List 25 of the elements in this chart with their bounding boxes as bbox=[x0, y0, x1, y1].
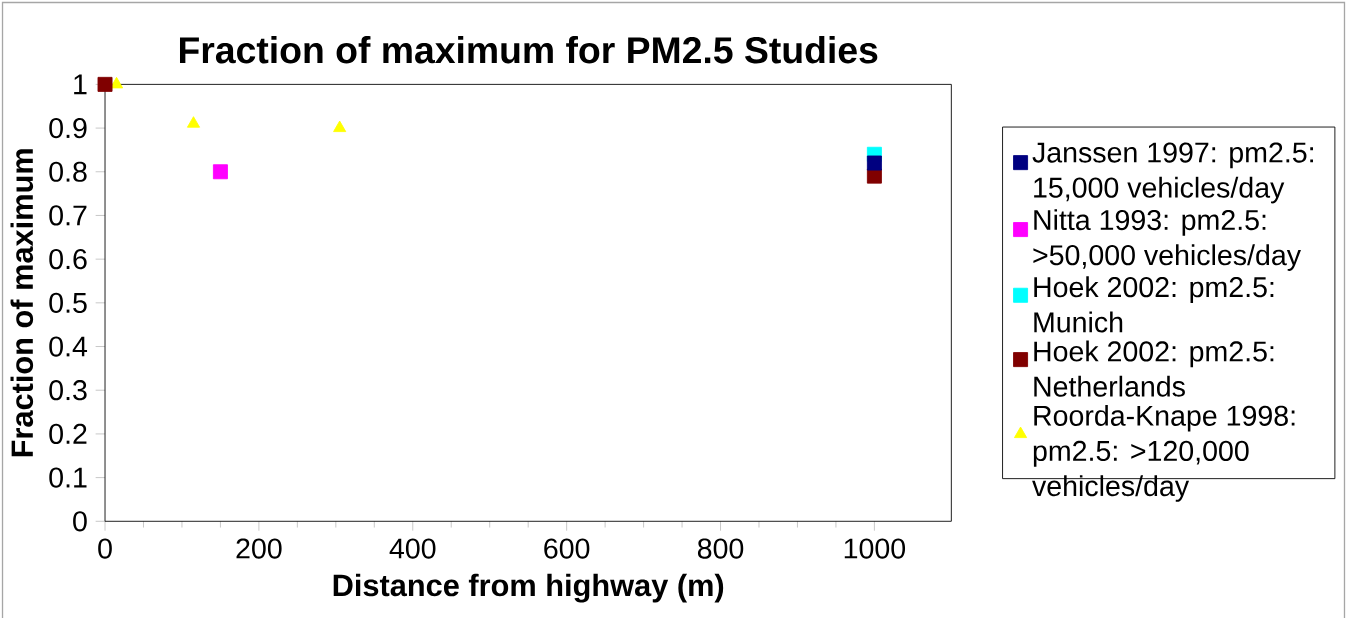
legend-label: Hoek 2002: pm2.5: Netherlands bbox=[1034, 340, 1274, 397]
y-tick-label: 0.2 bbox=[49, 423, 87, 444]
x-tick-label: 1000 bbox=[844, 538, 906, 559]
x-axis-title: Distance from highway (m) bbox=[333, 573, 724, 603]
y-tick-label: 0.3 bbox=[49, 380, 87, 401]
legend-label: Janssen 1997: pm2.5: 15,000 vehicles/day bbox=[1032, 142, 1313, 204]
legend-label: Hoek 2002: pm2.5: Munich bbox=[1034, 276, 1274, 333]
y-tick-label: 0.6 bbox=[49, 248, 87, 270]
legend-label: Nitta 1993: pm2.5: >50,000 vehicles/day bbox=[1033, 209, 1301, 271]
y-tick-label: 0.7 bbox=[49, 205, 87, 226]
y-axis-title: Fraction of maximum bbox=[10, 149, 34, 457]
chart-title: Fraction of maximum for PM2.5 Studies bbox=[180, 35, 878, 64]
y-tick-label: 0 bbox=[73, 511, 87, 532]
x-tick-label: 0 bbox=[98, 538, 112, 559]
x-tick-label: 800 bbox=[697, 538, 744, 559]
x-tick-label: 400 bbox=[389, 538, 436, 559]
y-tick-label: 0.4 bbox=[49, 336, 88, 357]
y-tick-label: 1 bbox=[74, 74, 87, 95]
y-tick-label: 0.1 bbox=[49, 467, 87, 488]
x-tick-label: 600 bbox=[544, 538, 590, 559]
y-tick-label: 0.9 bbox=[49, 117, 87, 139]
y-tick-label: 0.8 bbox=[49, 161, 87, 182]
x-tick-label: 200 bbox=[236, 538, 282, 559]
y-tick-label: 0.5 bbox=[49, 292, 87, 313]
legend-label: Roorda-Knape 1998: pm2.5: >120,000 vehicles/day bbox=[1032, 404, 1295, 502]
